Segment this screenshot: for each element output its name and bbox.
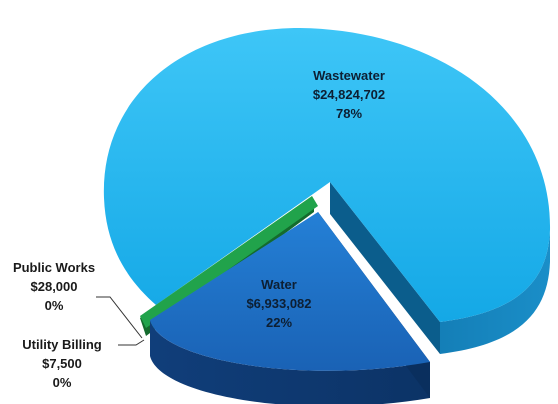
slice-wastewater xyxy=(103,28,551,322)
label-public-works-percent: 0% xyxy=(45,298,64,313)
leader-utility-billing xyxy=(118,339,145,346)
slice-wastewater-cut xyxy=(330,182,440,354)
label-water-name: Water xyxy=(261,277,297,292)
slice-water xyxy=(150,212,430,371)
label-wastewater-name: Wastewater xyxy=(313,68,385,83)
label-public-works-name: Public Works xyxy=(13,260,95,275)
label-water-value: $6,933,082 xyxy=(246,296,311,311)
label-public-works-value: $28,000 xyxy=(31,279,78,294)
label-water-percent: 22% xyxy=(266,315,292,330)
label-wastewater-percent: 78% xyxy=(336,106,362,121)
label-utility-billing-name: Utility Billing xyxy=(22,337,102,352)
label-utility-billing-percent: 0% xyxy=(53,375,72,390)
slice-water-side xyxy=(150,320,430,404)
slice-public-works xyxy=(140,196,318,328)
leader-public-works xyxy=(96,296,143,339)
label-wastewater-value: $24,824,702 xyxy=(313,87,385,102)
label-utility-billing-value: $7,500 xyxy=(42,356,82,371)
